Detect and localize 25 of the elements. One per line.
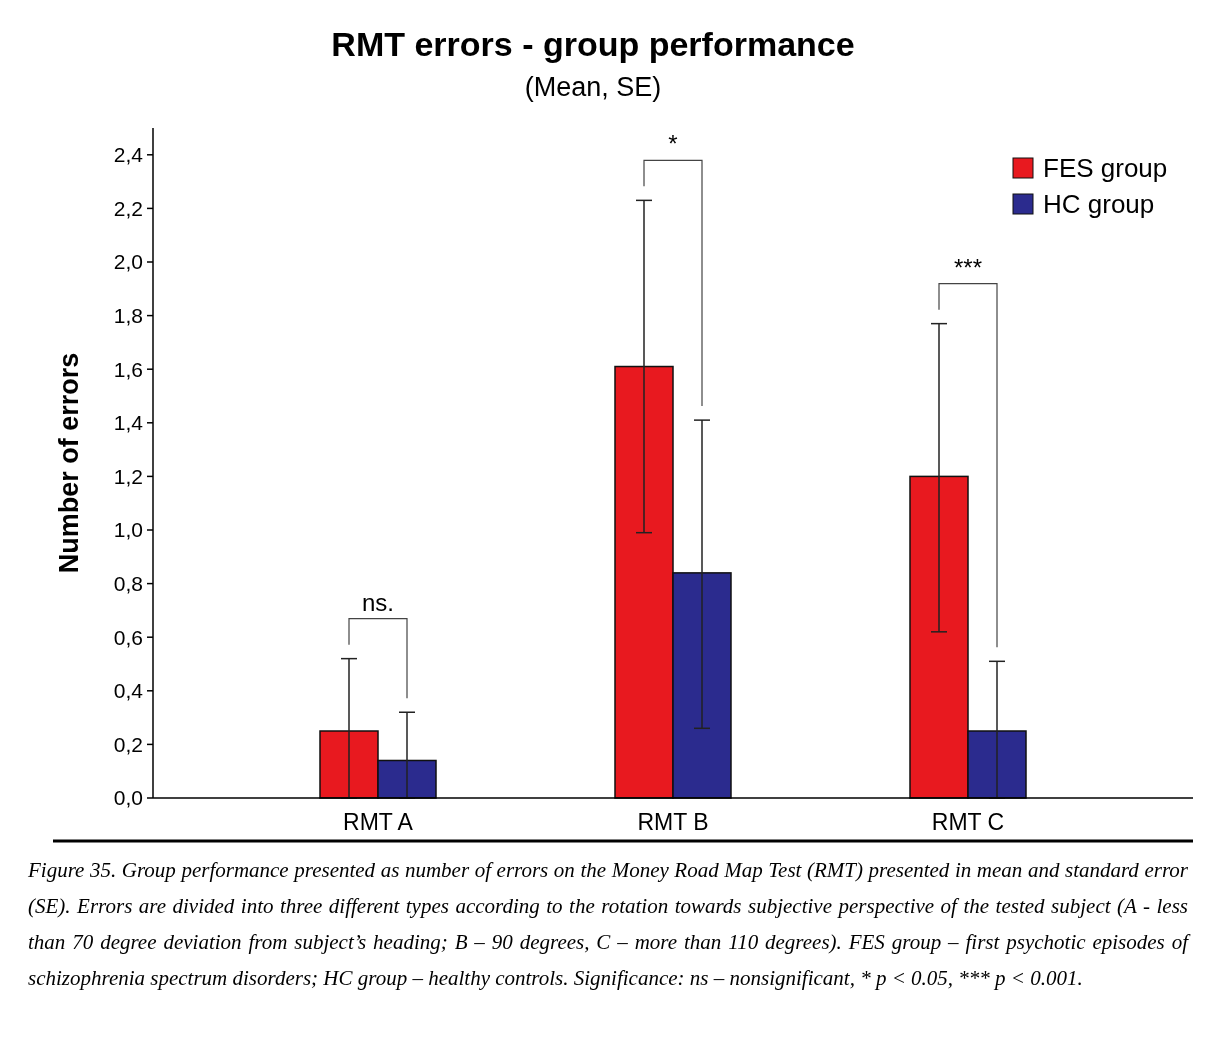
y-tick-label: 0,2 bbox=[113, 732, 143, 756]
y-tick-label: 0,0 bbox=[113, 786, 143, 810]
y-tick-label: 1,4 bbox=[113, 411, 144, 435]
annotation: *** bbox=[953, 253, 983, 281]
x-tick-label: RMT C bbox=[931, 809, 1005, 835]
legend-label: HC group bbox=[1043, 189, 1155, 220]
y-tick-label: 1,6 bbox=[113, 357, 143, 381]
annotation: ns. bbox=[361, 588, 395, 616]
y-tick-label: 2,4 bbox=[113, 143, 144, 167]
y-tick-label: 1,8 bbox=[113, 303, 143, 327]
y-tick-label: 0,8 bbox=[113, 571, 143, 595]
y-tick-label: 1,0 bbox=[113, 518, 143, 542]
annotation: * bbox=[668, 130, 678, 158]
x-tick-label: RMT A bbox=[343, 809, 414, 835]
y-axis-title: Number of errors bbox=[54, 352, 84, 574]
y-tick-label: 1,2 bbox=[113, 464, 143, 488]
caption: Figure 35. Group performance presented as number of errors on the Money Road Map Test (RMT) presented in mean and standard error (SE). Errors are divided into three different types according to the rotation towards subjective perspective of the tested subject (A - less than 70 degree deviation from subject’s heading; B – 90 degrees, C – more than 110 degrees). FES group – first psychotic episodes of schizophrenia spectrum disorders; HC group – healthy controls. Significance: ns – nonsignificant, * p < 0.05, *** p < 0.001. bbox=[27, 857, 1192, 992]
chart-subtitle: (Mean, SE) bbox=[524, 72, 662, 102]
y-tick-label: 2,0 bbox=[113, 250, 143, 274]
chart-title: RMT errors - group performance bbox=[331, 25, 855, 63]
legend-label: FES group bbox=[1043, 153, 1168, 184]
y-tick-label: 2,2 bbox=[113, 196, 143, 220]
x-tick-label: RMT B bbox=[637, 809, 709, 835]
y-tick-label: 0,4 bbox=[113, 679, 144, 703]
y-tick-label: 0,6 bbox=[113, 625, 143, 649]
